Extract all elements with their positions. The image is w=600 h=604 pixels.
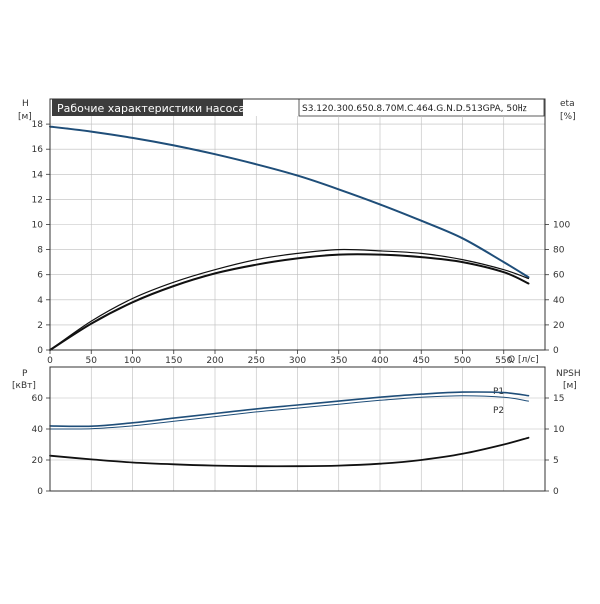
bottom-right-axis-unit: [м] <box>563 381 577 391</box>
left-axis-tick-label: 16 <box>32 145 44 155</box>
bottom-left-axis-label: P <box>22 369 28 379</box>
x-axis-tick-label: 450 <box>413 356 430 366</box>
left-axis-tick-label: 0 <box>37 346 43 356</box>
top-left-axis-label: H <box>22 99 29 109</box>
grid-layer <box>50 116 545 491</box>
legend-p2: P2 <box>493 406 504 416</box>
top-right-axis-label: eta <box>560 99 575 109</box>
right-axis-tick-label: 0 <box>553 346 559 356</box>
right-axis-tick-label: 5 <box>553 456 559 466</box>
left-axis-tick-label: 2 <box>37 321 43 331</box>
x-axis-tick-label: 150 <box>165 356 182 366</box>
left-axis-tick-label: 20 <box>32 456 44 466</box>
x-axis-tick-label: 0 <box>47 356 53 366</box>
left-axis-tick-label: 0 <box>37 487 43 497</box>
x-axis-tick-label: 350 <box>330 356 347 366</box>
left-axis-tick-label: 12 <box>32 195 43 205</box>
left-axis-tick-label: 14 <box>32 170 44 180</box>
x-axis-tick-label: 50 <box>86 356 98 366</box>
bottom-series-line-0 <box>49 391 530 428</box>
x-axis-tick-label: 550 <box>495 356 512 366</box>
bottom-left-axis-unit: [кВт] <box>12 381 36 391</box>
bottom-right-axis-label: NPSH <box>556 369 581 379</box>
x-axis-tick-label: 400 <box>371 356 388 366</box>
x-axis-tick-label: 100 <box>124 356 141 366</box>
model-label: S3.120.300.650.8.70M.C.464.G.N.D.513GPA,… <box>302 104 527 114</box>
left-axis-tick-label: 8 <box>37 246 43 256</box>
chart-title: Рабочие характеристики насоса <box>57 102 245 115</box>
x-axis-tick-label: 300 <box>289 356 306 366</box>
top-series-line-1 <box>49 248 530 351</box>
right-axis-tick-label: 60 <box>553 271 565 281</box>
right-axis-tick-label: 10 <box>553 425 565 435</box>
top-series-line-0 <box>49 125 530 279</box>
left-axis-tick-label: 40 <box>32 425 44 435</box>
right-axis-tick-label: 15 <box>553 394 564 404</box>
right-axis-tick-label: 100 <box>553 221 570 231</box>
curves-layer <box>49 125 530 468</box>
x-axis-tick-label: 250 <box>248 356 265 366</box>
right-axis-tick-label: 40 <box>553 296 565 306</box>
x-axis-tick-label: 200 <box>206 356 223 366</box>
right-axis-tick-label: 0 <box>553 487 559 497</box>
top-right-axis-unit: [%] <box>560 112 576 122</box>
right-axis-tick-label: 20 <box>553 321 565 331</box>
bottom-series-line-2 <box>49 436 530 468</box>
left-axis-tick-label: 18 <box>32 120 44 130</box>
left-axis-tick-label: 10 <box>32 221 44 231</box>
left-axis-tick-label: 60 <box>32 394 44 404</box>
right-axis-tick-label: 80 <box>553 246 565 256</box>
x-axis-label: Q [л/с] <box>508 355 539 365</box>
top-series-line-2 <box>49 253 530 351</box>
chart-title-box <box>52 99 243 116</box>
top-left-axis-unit: [м] <box>18 112 32 122</box>
left-axis-tick-label: 4 <box>37 296 43 306</box>
left-axis-tick-label: 6 <box>37 271 43 281</box>
x-axis-tick-label: 500 <box>454 356 471 366</box>
bottom-series-line-1 <box>49 395 529 430</box>
